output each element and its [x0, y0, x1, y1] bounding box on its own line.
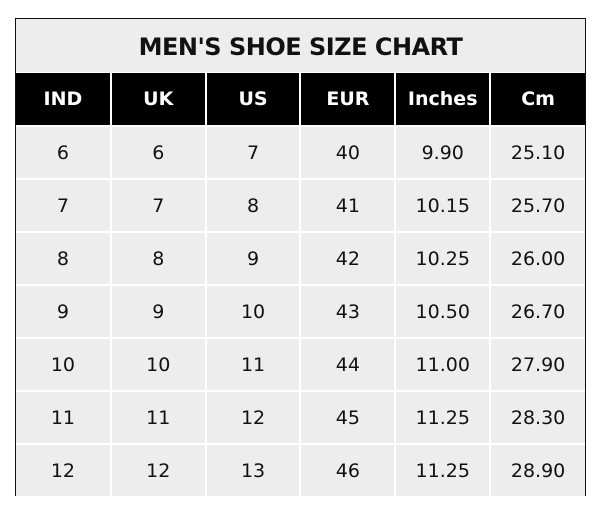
cell-ind: 11 — [16, 390, 111, 444]
cell-cm: 28.30 — [489, 390, 585, 444]
cell-us: 13 — [204, 443, 301, 496]
cell-cm: 25.70 — [489, 178, 585, 232]
cell-uk: 7 — [109, 178, 206, 232]
shoe-size-chart: MEN'S SHOE SIZE CHART IND UK US EUR Inches Cm… — [15, 18, 586, 496]
size-table: IND UK US EUR Inches Cm 6 6 7 40 9.90 25.10 7 7 8 41 10… — [16, 73, 585, 496]
cell-us: 10 — [204, 284, 301, 338]
cell-eur: 44 — [299, 337, 396, 391]
cell-ind: 12 — [16, 443, 111, 496]
cell-ind: 7 — [16, 178, 111, 232]
table-row: 12 12 13 46 11.25 28.90 — [16, 443, 585, 496]
cell-cm: 25.10 — [489, 125, 585, 179]
cell-eur: 41 — [299, 178, 396, 232]
cell-cm: 26.00 — [489, 231, 585, 285]
table-row: 10 10 11 44 11.00 27.90 — [16, 337, 585, 391]
cell-cm: 26.70 — [489, 284, 585, 338]
cell-eur: 42 — [299, 231, 396, 285]
table-row: 9 9 10 43 10.50 26.70 — [16, 284, 585, 338]
cell-ind: 10 — [16, 337, 111, 391]
cell-inches: 11.00 — [394, 337, 491, 391]
table-row: 7 7 8 41 10.15 25.70 — [16, 178, 585, 232]
column-header-cm: Cm — [489, 73, 585, 126]
cell-eur: 46 — [299, 443, 396, 496]
table-row: 11 11 12 45 11.25 28.30 — [16, 390, 585, 444]
column-header-uk: UK — [109, 73, 206, 126]
table-row: 6 6 7 40 9.90 25.10 — [16, 125, 585, 179]
cell-inches: 11.25 — [394, 390, 491, 444]
cell-ind: 6 — [16, 125, 111, 179]
cell-eur: 45 — [299, 390, 396, 444]
cell-uk: 6 — [109, 125, 206, 179]
cell-eur: 43 — [299, 284, 396, 338]
cell-cm: 27.90 — [489, 337, 585, 391]
table-row: 8 8 9 42 10.25 26.00 — [16, 231, 585, 285]
header-row: IND UK US EUR Inches Cm — [16, 73, 585, 126]
cell-us: 11 — [204, 337, 301, 391]
cell-uk: 9 — [109, 284, 206, 338]
cell-us: 7 — [204, 125, 301, 179]
cell-inches: 10.50 — [394, 284, 491, 338]
chart-title: MEN'S SHOE SIZE CHART — [16, 19, 585, 73]
cell-cm: 28.90 — [489, 443, 585, 496]
cell-us: 12 — [204, 390, 301, 444]
cell-us: 9 — [204, 231, 301, 285]
column-header-eur: EUR — [299, 73, 396, 126]
cell-eur: 40 — [299, 125, 396, 179]
cell-inches: 10.25 — [394, 231, 491, 285]
cell-inches: 11.25 — [394, 443, 491, 496]
column-header-inches: Inches — [394, 73, 491, 126]
cell-uk: 11 — [109, 390, 206, 444]
cell-uk: 8 — [109, 231, 206, 285]
cell-uk: 10 — [109, 337, 206, 391]
cell-us: 8 — [204, 178, 301, 232]
column-header-us: US — [204, 73, 301, 126]
cell-uk: 12 — [109, 443, 206, 496]
column-header-ind: IND — [16, 73, 111, 126]
cell-inches: 9.90 — [394, 125, 491, 179]
cell-inches: 10.15 — [394, 178, 491, 232]
cell-ind: 9 — [16, 284, 111, 338]
cell-ind: 8 — [16, 231, 111, 285]
